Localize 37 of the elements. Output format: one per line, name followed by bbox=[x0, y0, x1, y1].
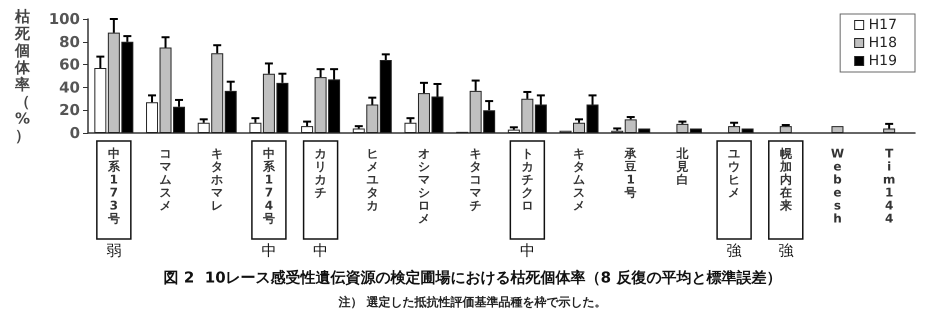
text: 弱 bbox=[106, 242, 122, 260]
x-tick-label: ユウヒメ bbox=[728, 146, 740, 200]
bar bbox=[780, 126, 792, 133]
x-tick-label: トカチクロ bbox=[521, 146, 534, 212]
x-tick-label: 幌加内在来 bbox=[778, 146, 793, 212]
text: 中 bbox=[261, 242, 276, 260]
y-tick-label: 60 bbox=[59, 56, 80, 74]
text: 注） 選定した抵抗性評価基準品種を枠で示した。 bbox=[337, 295, 607, 309]
y-tick-label: 20 bbox=[59, 101, 80, 120]
y-tick-label: 40 bbox=[59, 78, 80, 96]
x-tick-label: 承豆1号 bbox=[624, 146, 638, 200]
text: 図 2 10レース感受性遺伝資源の検定圃場における枯死個体率（8 反復の平均と標準誤差） bbox=[164, 268, 782, 286]
x-tick-label: キタホマレ bbox=[210, 146, 224, 212]
x-tick-label: 北見白 bbox=[675, 146, 690, 186]
text: 強 bbox=[726, 242, 742, 260]
text: 強 bbox=[778, 242, 794, 260]
x-tick-label: コマムスメ bbox=[160, 146, 172, 212]
x-tick-label: キタムスメ bbox=[573, 146, 586, 212]
bar bbox=[831, 126, 844, 133]
legend-label: H19 bbox=[868, 53, 897, 69]
y-tick-label: 100 bbox=[48, 10, 80, 28]
bar bbox=[883, 128, 896, 133]
x-tick-label: オシマシロメ bbox=[418, 146, 430, 226]
x-tick-label: Tim144 bbox=[882, 146, 896, 226]
legend-label: H18 bbox=[868, 35, 897, 51]
y-tick-label: 80 bbox=[59, 32, 80, 51]
x-tick-label: キタコマチ bbox=[470, 146, 482, 212]
x-tick-label: 中系173号 bbox=[106, 146, 121, 226]
text: 中 bbox=[313, 242, 328, 260]
x-tick-label: カリカチ bbox=[314, 146, 327, 200]
text: 中 bbox=[520, 242, 535, 260]
x-tick-label: 中系174号 bbox=[262, 146, 276, 226]
y-tick-label: 0 bbox=[70, 124, 80, 142]
x-tick-label: ヒメユタカ bbox=[366, 146, 378, 212]
legend-label: H17 bbox=[868, 17, 897, 33]
y-axis-title: 枯死個体率（%） bbox=[14, 8, 31, 144]
x-tick-label: Webesh bbox=[830, 146, 844, 226]
